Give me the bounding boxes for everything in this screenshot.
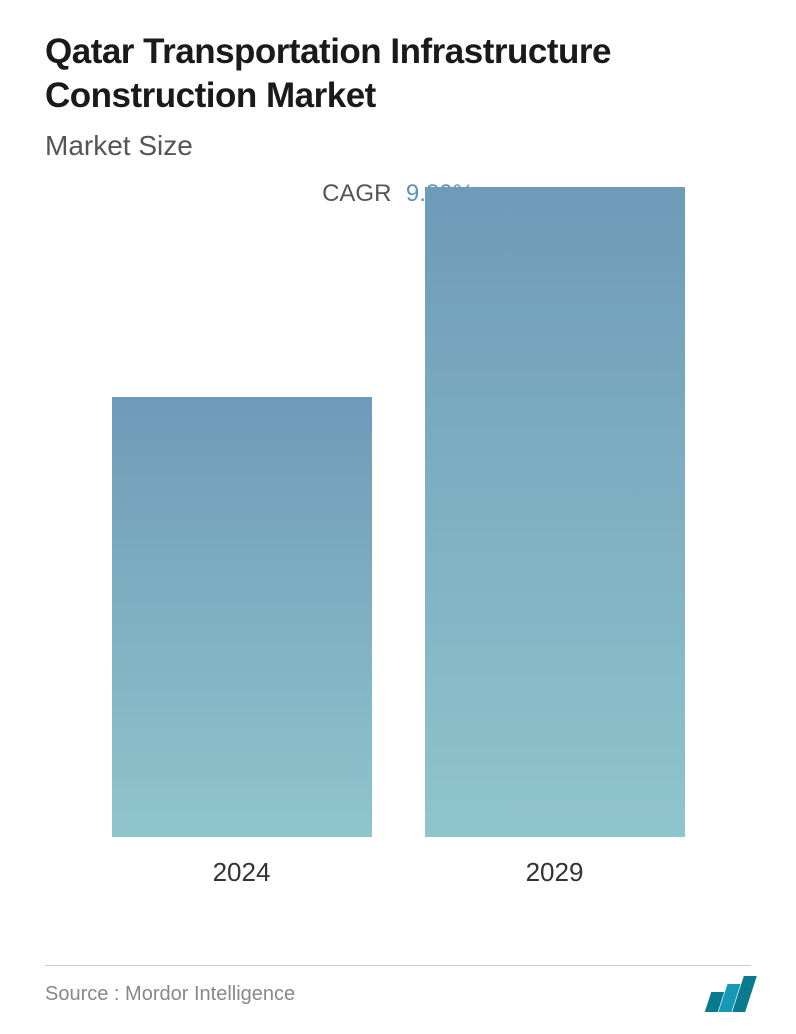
mordor-logo-icon [708, 976, 751, 1012]
source-label: Source : [45, 983, 119, 1005]
cagr-label: CAGR [322, 180, 391, 207]
source-text: Source : Mordor Intelligence [45, 983, 295, 1006]
chart-subtitle: Market Size [45, 130, 751, 162]
bar-label-0: 2024 [213, 857, 271, 888]
bar-group-1: 2029 [425, 187, 685, 888]
footer: Source : Mordor Intelligence [45, 976, 751, 1012]
bar-1 [425, 187, 685, 837]
bar-chart: 2024 2029 [45, 238, 751, 888]
bar-0 [112, 397, 372, 837]
footer-divider [45, 965, 751, 966]
bar-label-1: 2029 [526, 857, 584, 888]
source-name: Mordor Intelligence [125, 983, 295, 1005]
chart-title: Qatar Transportation Infrastructure Cons… [45, 30, 751, 118]
bar-group-0: 2024 [112, 397, 372, 888]
